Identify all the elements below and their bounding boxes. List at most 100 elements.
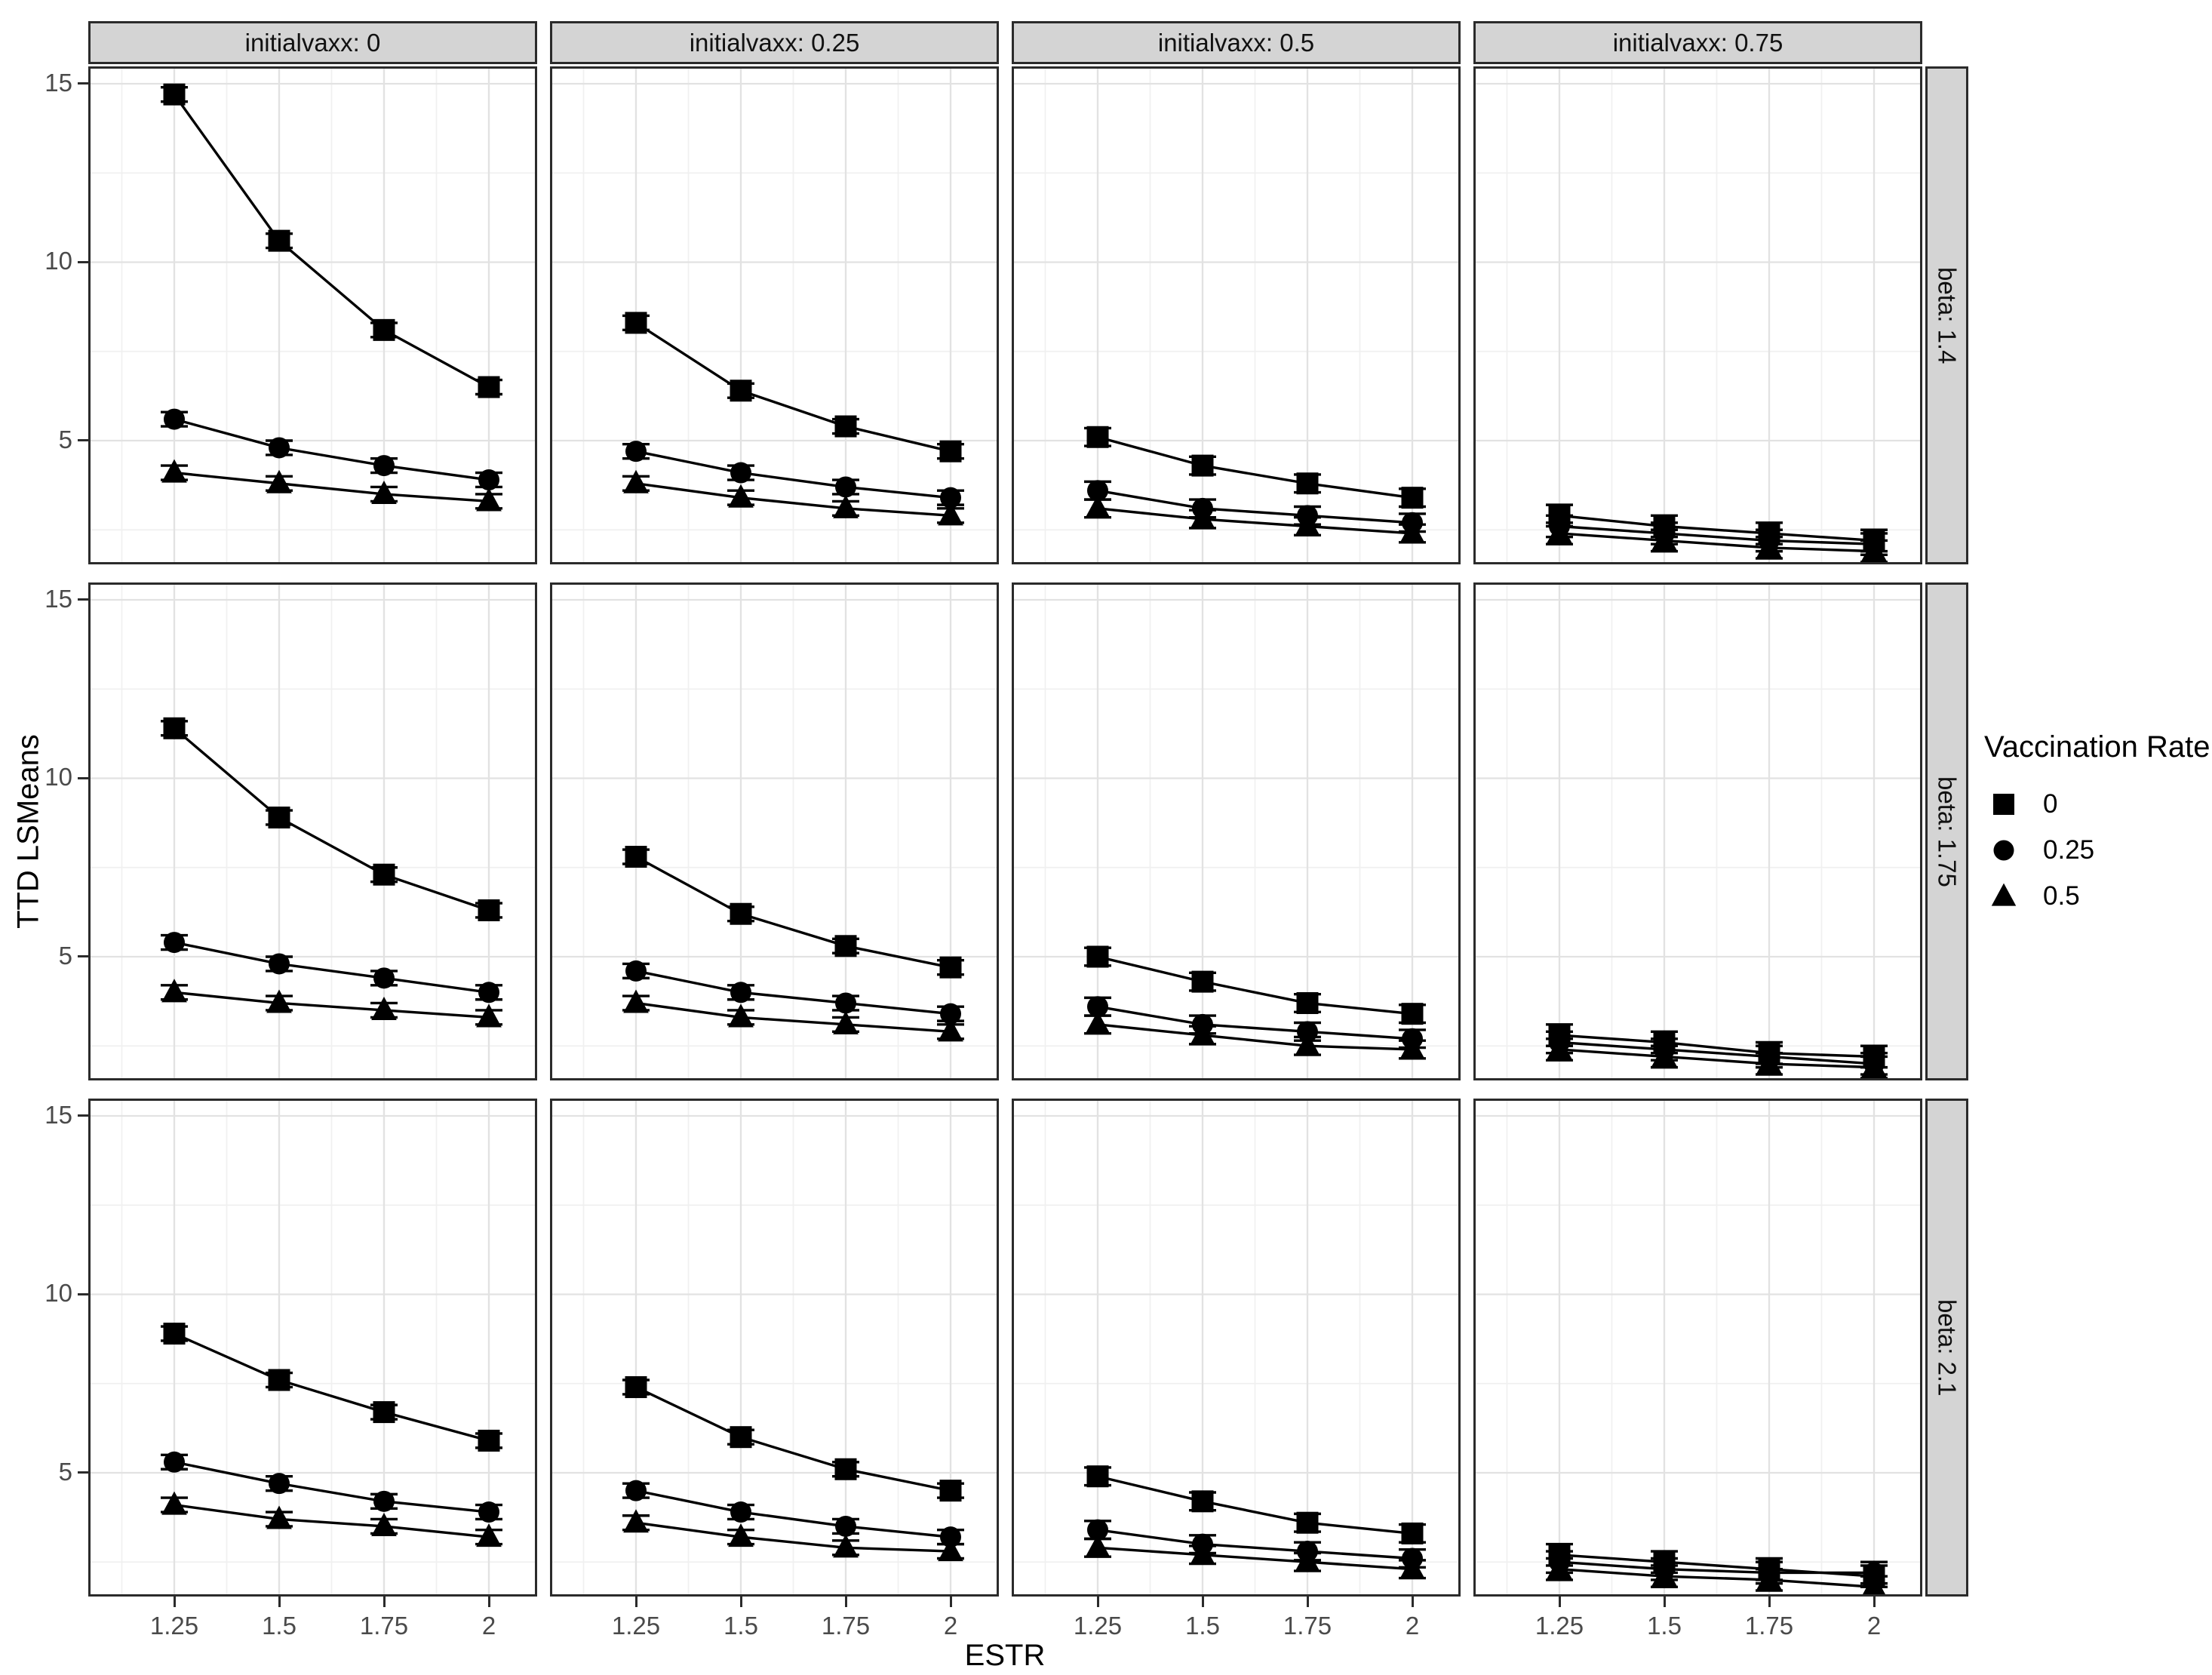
x-tick-label: 2 [481,1612,496,1640]
triangle-marker [623,1509,649,1533]
panel-border [88,66,537,564]
triangle-marker [1190,1022,1215,1046]
x-tick-mark [1558,1597,1561,1607]
triangle-marker [266,989,292,1013]
series-line-0.5 [1097,1546,1413,1571]
x-tick-mark [1201,1597,1204,1607]
square-marker [163,717,186,739]
x-tick-mark [949,1597,952,1607]
triangle-marker [1651,1563,1677,1587]
x-tick-mark [173,1597,176,1607]
triangle-marker [1295,512,1320,536]
square-marker [730,902,752,925]
triangle-marker [1399,519,1425,544]
y-tick-mark [78,1114,88,1117]
facet-panel-1.4-0.5 [1012,66,1461,564]
triangle-marker [1861,1573,1887,1597]
panel-border [1012,66,1461,564]
triangle-marker [371,996,397,1020]
circle-marker [940,1003,961,1025]
y-tick-mark [78,955,88,958]
circle-marker [164,408,185,430]
series-line-0 [1559,514,1875,542]
triangle-marker [728,484,754,508]
circle-marker [835,992,856,1014]
square-marker [1296,472,1319,495]
triangle-marker [623,469,649,493]
x-tick-label: 1.75 [1744,1612,1794,1640]
facet-panel-2.1-0.75 [1473,1099,1922,1597]
square-marker [163,1323,186,1345]
panel-background [550,582,999,1080]
series-line-0.5 [635,1521,951,1553]
facet-panel-1.4-0.25 [550,66,999,564]
circle-marker [164,932,185,954]
circle-marker [625,1480,647,1501]
panel-background [1012,1099,1461,1597]
triangle-marker [1190,506,1215,530]
legend-label: 0 [2043,788,2058,819]
circle-marker [478,469,499,491]
series-line-0.5 [635,482,951,518]
y-tick-label: 10 [45,247,72,275]
y-tick-mark [78,598,88,601]
series-line-0 [1097,435,1413,499]
triangle-marker [1085,1534,1111,1558]
y-tick-label: 10 [45,1279,72,1308]
square-marker [1401,1522,1424,1544]
panel-border [88,1099,537,1597]
square-marker [1191,454,1214,477]
circle-marker [1087,996,1108,1018]
panel-border [550,1099,999,1597]
triangle-marker [1756,533,1782,558]
panel-border [1473,66,1922,564]
series-line-0 [635,321,951,453]
series-line-0.25 [1559,1560,1874,1575]
facet-panel-1.75-0 [88,582,537,1080]
facet-row-strip: beta: 2.1 [1925,1099,1968,1597]
x-tick-label: 1.5 [1185,1612,1220,1640]
panel-background [550,1099,999,1597]
series-line-0.25 [1097,1528,1413,1560]
square-marker [730,380,752,402]
series-line-0.25 [174,941,490,994]
facet-panel-1.4-0 [88,66,537,564]
square-marker [625,846,647,868]
legend-label: 0.5 [2043,881,2080,911]
y-tick-mark [78,82,88,85]
series-line-0 [635,856,951,969]
x-tick-mark [1663,1597,1666,1607]
triangle-marker [1399,1555,1425,1579]
panel-background [1473,582,1922,1080]
legend-key-0.5: 0.5 [1984,873,2210,919]
circle-marker [164,1451,185,1473]
triangle-marker [1295,1548,1320,1572]
legend-key-0.25: 0.25 [1984,827,2210,873]
triangle-marker [728,1003,754,1028]
circle-marker [730,1501,751,1523]
circle-marker [730,462,751,484]
y-tick-mark [78,439,88,442]
x-tick-label: 1.75 [1283,1612,1332,1640]
y-tick-label: 15 [45,1100,72,1129]
facet-panel-1.75-0.25 [550,582,999,1080]
circle-marker [625,960,647,982]
y-tick-mark [78,776,88,779]
square-marker [939,440,962,463]
triangle-marker [1756,1566,1782,1590]
triangle-marker [161,1491,187,1515]
panel-border [1473,1099,1922,1597]
circle-icon [1984,832,2032,868]
square-marker [939,956,962,979]
triangle-marker [1651,527,1677,551]
triangle-marker [1991,883,2017,906]
circle-marker [478,1501,499,1523]
y-tick-label: 10 [45,763,72,791]
facet-col-strip: initialvaxx: 0 [88,21,537,64]
panel-background [1473,66,1922,564]
panel-background [1473,1099,1922,1597]
series-line-0.5 [174,991,490,1019]
circle-marker [625,441,647,463]
facet-col-strip: initialvaxx: 0.5 [1012,21,1461,64]
square-marker [1401,487,1424,509]
